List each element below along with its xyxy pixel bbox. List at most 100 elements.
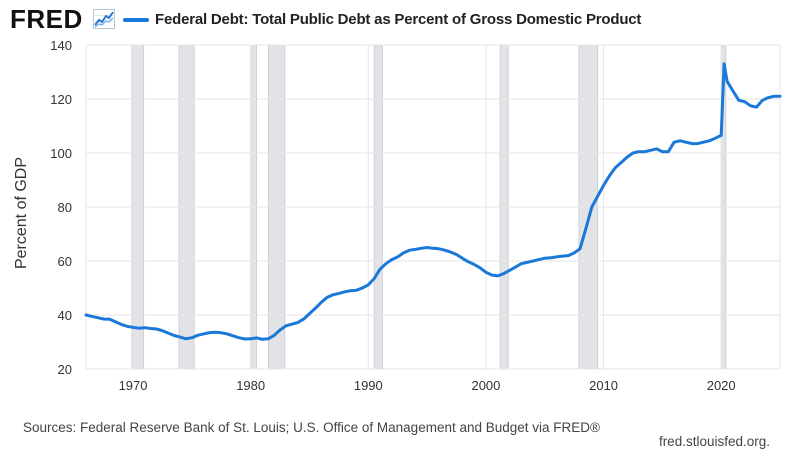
data-point — [102, 317, 105, 321]
data-point — [390, 258, 394, 261]
data-point — [125, 325, 129, 328]
data-point — [131, 326, 135, 329]
data-point — [561, 254, 564, 258]
data-point — [625, 155, 629, 159]
data-point — [343, 290, 346, 293]
data-point — [684, 141, 688, 144]
data-point — [114, 320, 117, 323]
y-tick-60: 60 — [58, 254, 72, 269]
data-point — [449, 250, 452, 254]
data-point — [584, 227, 588, 230]
x-tick-2010: 2010 — [589, 378, 618, 393]
data-point — [231, 334, 235, 337]
data-point — [655, 147, 658, 151]
data-point — [690, 142, 693, 145]
data-point — [484, 271, 488, 274]
data-point — [255, 336, 258, 340]
data-point — [696, 142, 699, 145]
data-point — [478, 266, 482, 269]
data-point — [84, 313, 88, 317]
x-tick-1990: 1990 — [354, 378, 383, 393]
data-point — [155, 327, 158, 331]
data-point — [443, 249, 446, 252]
data-point — [378, 267, 382, 271]
x-tick-labels: 1970 1980 1990 2000 2010 2020 — [119, 378, 736, 393]
site-link[interactable]: fred.stlouisfed.org. — [658, 434, 770, 449]
y-tick-40: 40 — [58, 308, 72, 323]
data-point — [214, 331, 217, 334]
data-point — [725, 80, 729, 83]
data-point — [372, 277, 376, 280]
data-point — [96, 316, 99, 319]
data-point — [290, 322, 294, 326]
data-point — [331, 293, 335, 296]
data-point — [702, 141, 705, 144]
data-point — [672, 141, 676, 144]
fred-logo[interactable]: FRED — [10, 4, 83, 34]
y-tick-120: 120 — [50, 92, 72, 107]
data-point — [731, 89, 735, 93]
data-point — [496, 274, 499, 278]
data-point — [137, 327, 141, 330]
data-point — [508, 269, 511, 272]
y-tick-80: 80 — [58, 200, 72, 215]
chart-area: 20 40 60 80 100 120 140 1970 1980 1990 2000 2010 20… — [13, 38, 782, 393]
data-point — [596, 195, 599, 198]
series-layer — [84, 62, 782, 341]
data-point — [631, 151, 635, 155]
data-point — [608, 174, 611, 178]
data-point — [520, 262, 523, 265]
data-point — [349, 289, 352, 292]
data-point — [678, 139, 682, 143]
data-point — [490, 273, 494, 277]
data-point — [90, 315, 94, 318]
gridlines — [85, 44, 781, 370]
data-point — [320, 301, 323, 304]
data-point — [243, 337, 246, 341]
data-point — [173, 334, 176, 337]
data-point — [708, 139, 711, 143]
chart-title: Federal Debt: Total Public Debt as Perce… — [155, 11, 642, 28]
data-point — [620, 161, 623, 164]
data-point — [761, 99, 764, 102]
data-point — [184, 337, 188, 340]
data-point — [220, 331, 223, 335]
data-point — [755, 105, 758, 109]
data-point — [567, 254, 570, 257]
x-tick-2000: 2000 — [471, 378, 500, 393]
data-point — [431, 247, 435, 250]
data-point — [455, 253, 458, 256]
y-tick-labels: 20 40 60 80 100 120 140 — [50, 38, 72, 377]
data-point — [637, 150, 641, 153]
data-point — [314, 307, 317, 310]
legend-swatch — [123, 18, 149, 22]
y-axis-label: Percent of GDP — [13, 157, 30, 269]
data-point — [296, 321, 299, 324]
data-point — [143, 326, 147, 329]
data-point — [108, 317, 111, 321]
data-point — [555, 255, 558, 259]
x-tick-2020: 2020 — [707, 378, 736, 393]
data-point — [396, 255, 399, 259]
data-point — [778, 95, 782, 98]
data-point — [120, 323, 123, 326]
data-point — [714, 136, 717, 140]
data-point — [661, 150, 664, 153]
data-point — [414, 248, 417, 251]
x-tick-1980: 1980 — [236, 378, 265, 393]
data-point — [578, 247, 582, 251]
data-point — [772, 95, 776, 98]
data-point — [719, 134, 723, 137]
data-point — [261, 338, 264, 341]
data-point — [355, 288, 358, 292]
data-point — [667, 150, 670, 153]
data-point — [572, 251, 576, 255]
data-point — [308, 312, 311, 315]
data-point — [284, 324, 288, 327]
data-point — [361, 286, 364, 290]
data-point — [208, 331, 211, 334]
data-point — [278, 328, 282, 332]
data-point — [325, 296, 329, 299]
data-point — [649, 149, 652, 152]
data-point — [472, 263, 476, 266]
